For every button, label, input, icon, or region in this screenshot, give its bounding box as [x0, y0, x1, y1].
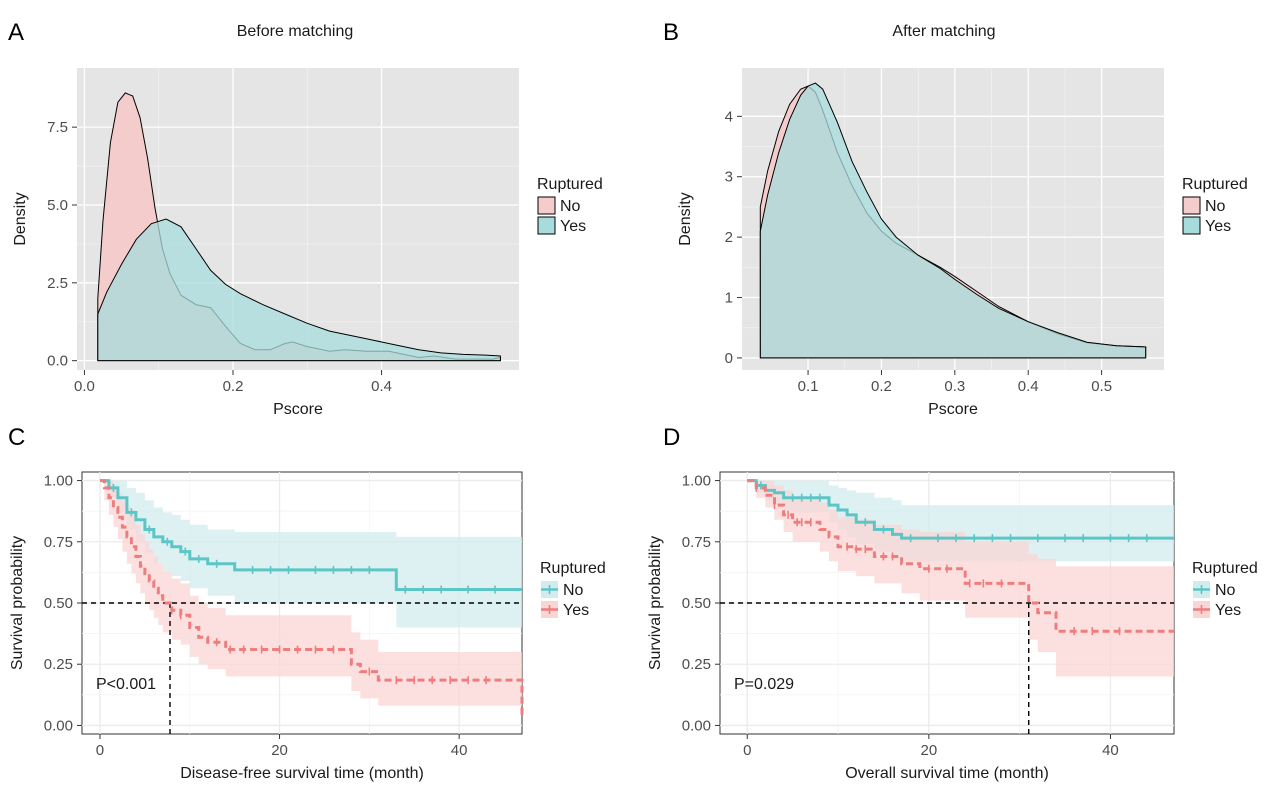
- x-tick-label: 40: [1102, 742, 1119, 759]
- panel-a: A Before matching 0.0 0.2 0.4 0.0 2.5 5.0 7.5 Psc…: [8, 19, 603, 418]
- legend-title: Ruptured: [1192, 560, 1258, 577]
- legend-key-yes: [537, 216, 556, 235]
- x-tick-label: 0.2: [871, 378, 892, 395]
- legend-label-yes: Yes: [1205, 218, 1231, 235]
- p-value-annotation: P=0.029: [734, 676, 794, 693]
- y-tick-label: 0.00: [682, 717, 711, 734]
- legend-label-no: No: [560, 198, 581, 215]
- legend-label-yes: Yes: [1215, 602, 1241, 619]
- x-tick-label: 20: [920, 742, 937, 759]
- x-axis-label: Pscore: [273, 401, 323, 418]
- y-tick-label: 0.25: [682, 656, 711, 673]
- panel-label: B: [663, 19, 679, 46]
- legend-label-no: No: [1205, 198, 1226, 215]
- legend: Ruptured No Yes: [1192, 560, 1258, 619]
- p-value-annotation: P<0.001: [96, 676, 156, 693]
- y-tick-label: 0.00: [44, 717, 73, 734]
- panel-d: D P=0.029 0 20 40 0.00 0.25 0.50 0.75 1.00 Overall…: [647, 424, 1258, 782]
- x-tick-label: 0.4: [371, 378, 392, 395]
- chart-title: After matching: [892, 23, 995, 40]
- y-axis-label: Survival probability: [9, 536, 26, 670]
- legend-key-no: [1182, 196, 1201, 215]
- x-tick-label: 0.4: [1018, 378, 1039, 395]
- y-tick-label: 0.50: [682, 595, 711, 612]
- density-area-yes: [759, 82, 1147, 359]
- y-tick-label: 3: [725, 169, 733, 186]
- panel-label: A: [8, 19, 24, 46]
- y-tick-label: 2: [725, 229, 733, 246]
- legend: Ruptured No Yes: [540, 560, 606, 619]
- y-tick-label: 7.5: [47, 119, 68, 136]
- x-tick-label: 20: [271, 742, 288, 759]
- y-tick-label: 1.00: [44, 473, 73, 490]
- legend-label-no: No: [563, 582, 584, 599]
- y-tick-label: 0.50: [44, 595, 73, 612]
- x-axis-label: Overall survival time (month): [845, 765, 1049, 782]
- y-tick-label: 4: [725, 108, 733, 125]
- y-tick-label: 0.25: [44, 656, 73, 673]
- y-tick-label: 0.75: [44, 534, 73, 551]
- panel-label: C: [8, 424, 25, 451]
- density-area-yes: [97, 218, 501, 362]
- y-axis-label: Density: [12, 192, 29, 245]
- legend-title: Ruptured: [1182, 176, 1248, 193]
- y-axis-label: Density: [677, 192, 694, 245]
- y-tick-label: 1.00: [682, 473, 711, 490]
- y-axis-label: Survival probability: [647, 536, 664, 670]
- legend-key-no: [537, 196, 556, 215]
- legend-title: Ruptured: [540, 560, 606, 577]
- x-tick-label: 40: [451, 742, 468, 759]
- legend-label-yes: Yes: [560, 218, 586, 235]
- legend-label-no: No: [1215, 582, 1236, 599]
- panel-label: D: [663, 424, 680, 451]
- y-tick-label: 0.75: [682, 534, 711, 551]
- y-tick-label: 2.5: [47, 275, 68, 292]
- chart-title: Before matching: [237, 23, 354, 40]
- panel-b: B After matching 0.1 0.2 0.3 0.4 0.5 0 1 2 3 4 Pscor…: [663, 19, 1248, 418]
- y-tick-label: 0.0: [47, 353, 68, 370]
- y-tick-label: 5.0: [47, 197, 68, 214]
- x-axis-label: Disease-free survival time (month): [180, 765, 424, 782]
- x-tick-label: 0.3: [944, 378, 965, 395]
- legend-title: Ruptured: [537, 176, 603, 193]
- survival-curve-no: [100, 479, 522, 591]
- x-tick-label: 0: [743, 742, 751, 759]
- legend: Ruptured No Yes: [1182, 176, 1248, 235]
- y-tick-label: 0: [725, 350, 733, 367]
- ci-band-no: [747, 480, 1174, 567]
- legend-label-yes: Yes: [563, 602, 589, 619]
- x-tick-label: 0.5: [1091, 378, 1112, 395]
- x-axis-label: Pscore: [928, 401, 978, 418]
- y-tick-label: 1: [725, 290, 733, 307]
- x-tick-label: 0.2: [223, 378, 244, 395]
- panel-c: C P<0.001 0 20 40 0.00 0.25 0.50 0.75 1.00 Disease…: [8, 424, 606, 782]
- x-tick-label: 0: [96, 742, 104, 759]
- x-tick-label: 0.1: [798, 378, 819, 395]
- ci-band-yes: [747, 480, 1174, 677]
- ci-band-yes: [100, 480, 522, 726]
- x-tick-label: 0.0: [74, 378, 95, 395]
- legend-key-yes: [1182, 216, 1201, 235]
- legend: Ruptured No Yes: [537, 176, 603, 235]
